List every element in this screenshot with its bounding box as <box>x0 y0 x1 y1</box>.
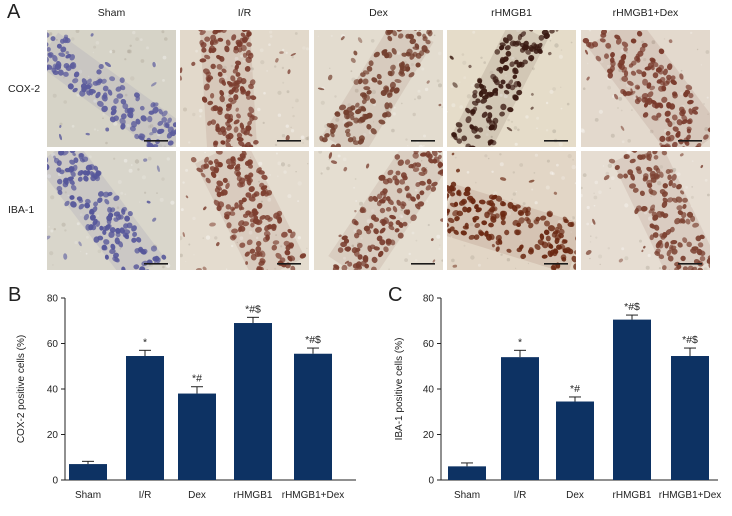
bar <box>556 401 594 480</box>
scattered-cells <box>451 152 568 268</box>
x-tick-label: Dex <box>188 490 206 501</box>
x-tick-label: Sham <box>75 490 101 501</box>
row-label-iba1: IBA-1 <box>8 204 35 216</box>
stained-nuclei <box>47 151 167 270</box>
scale-bar <box>411 140 435 142</box>
scattered-cells <box>59 33 157 141</box>
significance-label: *#$ <box>682 334 698 346</box>
x-tick-label: Sham <box>454 490 480 501</box>
bar <box>178 393 216 480</box>
micrograph-iba1-ir <box>180 151 309 270</box>
x-tick-label: I/R <box>514 490 527 501</box>
y-tick-label: 80 <box>423 294 435 305</box>
micrograph-cox2-rhmgb1 <box>447 30 576 147</box>
y-axis-label: IBA-1 positive cells (%) <box>394 338 405 441</box>
scale-bar <box>678 263 702 265</box>
micrograph-iba1-rhmgb1-dex <box>581 151 710 270</box>
y-tick-label: 20 <box>423 430 435 441</box>
row-label-cox2: COX-2 <box>8 83 41 95</box>
stained-nuclei <box>197 30 259 147</box>
scattered-cells <box>585 153 704 263</box>
x-tick-label: I/R <box>139 490 152 501</box>
column-header-ir: I/R <box>237 7 252 19</box>
scale-bar <box>277 140 301 142</box>
y-tick-label: 0 <box>52 476 58 487</box>
column-header-rhmgb1-dex: rHMGB1+Dex <box>612 7 679 19</box>
column-header-sham: Sham <box>97 7 126 19</box>
x-tick-label: rHMGB1+Dex <box>282 490 345 501</box>
bar-chart-cox2: 0 20 40 60 80 COX-2 positive cells (%) Sham * I/… <box>16 294 356 501</box>
cell-layer-tint <box>194 151 306 270</box>
y-axis-label: COX-2 positive cells (%) <box>16 335 27 443</box>
bar <box>234 323 272 480</box>
y-tick-label: 0 <box>428 476 434 487</box>
scale-bar <box>277 263 301 265</box>
column-header-dex: Dex <box>369 7 388 19</box>
scattered-cells <box>180 38 296 141</box>
micrograph-cox2-dex <box>314 30 443 147</box>
bar <box>294 353 332 480</box>
stained-nuclei <box>451 30 550 147</box>
bar <box>671 356 709 480</box>
scale-bar <box>544 140 568 142</box>
scale-bar <box>411 263 435 265</box>
bar-chart-iba1: 0 20 40 60 80 IBA-1 positive cells (%) Sham * I/… <box>394 294 722 502</box>
bar <box>448 466 486 480</box>
micrograph-cox2-ir <box>180 30 309 147</box>
stained-nuclei <box>319 30 433 147</box>
y-tick-label: 60 <box>47 339 59 350</box>
panel-label-a: A <box>7 1 21 23</box>
tissue-texture <box>447 30 573 147</box>
significance-label: * <box>518 336 522 348</box>
micrograph-iba1-sham <box>47 151 176 270</box>
significance-label: *#$ <box>245 303 261 315</box>
x-tick-label: rHMGB1 <box>613 490 652 501</box>
scale-bar <box>144 263 168 265</box>
stained-nuclei <box>608 151 710 270</box>
micrograph-cox2-sham <box>47 30 176 147</box>
bar <box>501 357 539 480</box>
scattered-cells <box>182 172 255 270</box>
scale-bar <box>544 263 568 265</box>
cell-layer-tint <box>612 151 710 270</box>
significance-label: *# <box>192 373 202 385</box>
cell-layer-tint <box>322 30 434 147</box>
bar <box>69 464 107 480</box>
scattered-cells <box>47 152 160 263</box>
panel-label-c: C <box>388 284 403 306</box>
scattered-cells <box>317 36 442 123</box>
scale-bar <box>144 140 168 142</box>
stained-nuclei <box>47 32 176 147</box>
stained-nuclei <box>190 151 307 270</box>
stained-nuclei <box>582 30 710 147</box>
scattered-cells <box>328 152 443 264</box>
y-tick-label: 40 <box>423 385 435 396</box>
stained-nuclei <box>332 151 443 270</box>
micrograph-iba1-dex <box>314 151 443 270</box>
tissue-texture <box>581 151 710 270</box>
significance-label: * <box>143 336 147 348</box>
scattered-cells <box>449 30 559 132</box>
y-tick-label: 80 <box>47 294 59 305</box>
significance-label: *#$ <box>624 301 640 313</box>
x-tick-label: rHMGB1 <box>234 490 273 501</box>
x-tick-label: rHMGB1+Dex <box>659 490 722 501</box>
significance-label: *#$ <box>305 334 321 346</box>
bar <box>126 356 164 480</box>
micrograph-cox2-rhmgb1-dex <box>581 30 710 147</box>
scale-bar <box>678 140 702 142</box>
panel-label-b: B <box>8 284 22 306</box>
scattered-cells <box>585 39 673 147</box>
micrograph-iba1-rhmgb1 <box>447 151 576 270</box>
bar <box>613 319 651 480</box>
y-tick-label: 20 <box>47 430 59 441</box>
y-tick-label: 40 <box>47 385 59 396</box>
cell-layer-tint <box>447 184 576 270</box>
x-tick-label: Dex <box>566 490 584 501</box>
cell-layer-tint <box>450 30 548 147</box>
y-tick-label: 60 <box>423 339 435 350</box>
column-header-rhmgb1: rHMGB1 <box>491 7 532 19</box>
significance-label: *# <box>570 383 580 395</box>
